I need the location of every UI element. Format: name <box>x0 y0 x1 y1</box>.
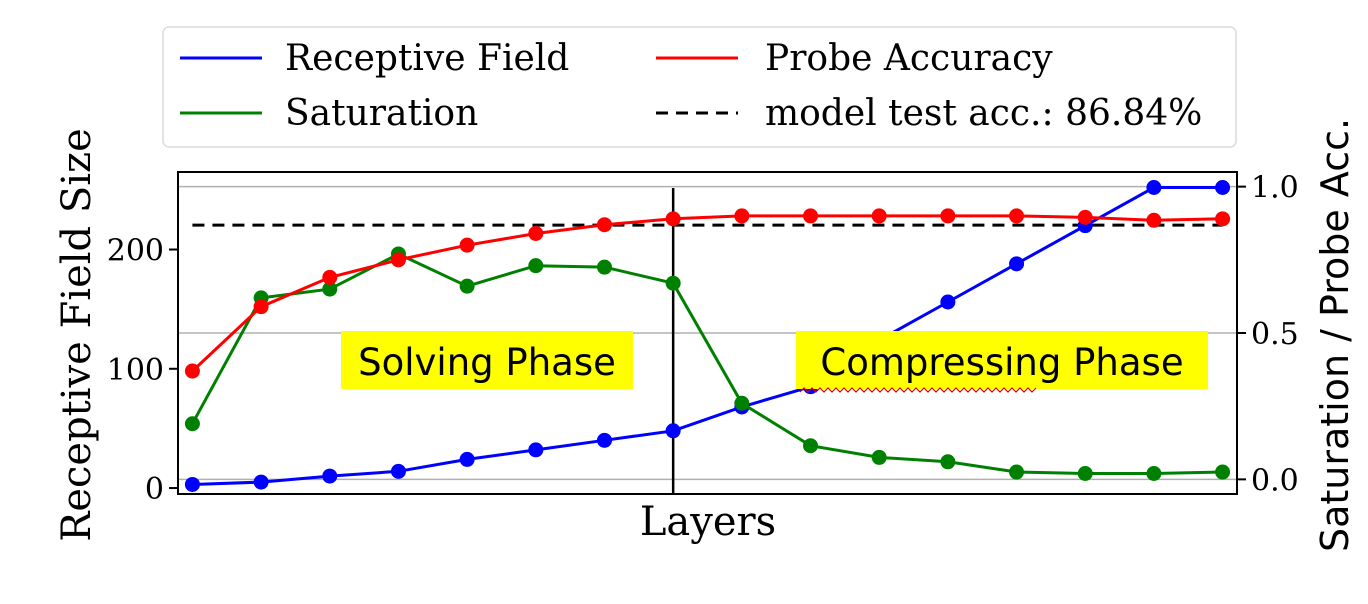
tick-label-right-1: 0.5 <box>1251 317 1299 352</box>
point-saturation-6 <box>528 258 544 274</box>
point-saturation-1 <box>184 416 200 432</box>
tick-label-left-2: 200 <box>107 234 164 269</box>
point-probe-accuracy-13 <box>1009 208 1025 224</box>
point-saturation-12 <box>940 454 956 470</box>
annotation-compressing-phase: Compressing Phase <box>796 331 1208 393</box>
legend-label-model-test-acc: model test acc.: 86.84% <box>765 93 1202 134</box>
point-probe-accuracy-7 <box>596 217 612 233</box>
point-saturation-9 <box>734 395 750 411</box>
series-line-saturation <box>191 252 1223 475</box>
annotation-solving-phase-text: Solving Phase <box>358 341 616 384</box>
point-probe-accuracy-15 <box>1146 212 1162 228</box>
point-receptive-field-7 <box>596 432 612 448</box>
point-saturation-3 <box>322 281 338 297</box>
annotation-compressing-phase-text: Compressing Phase <box>820 341 1183 384</box>
legend-label-probe-accuracy: Probe Accuracy <box>765 38 1053 79</box>
point-receptive-field-4 <box>390 463 406 479</box>
point-saturation-5 <box>459 278 475 294</box>
legend-label-receptive-field: Receptive Field <box>285 38 569 79</box>
point-probe-accuracy-16 <box>1215 211 1231 227</box>
tick-label-left-1: 100 <box>107 353 164 388</box>
point-probe-accuracy-11 <box>871 208 887 224</box>
point-receptive-field-6 <box>528 442 544 458</box>
point-probe-accuracy-4 <box>390 252 406 268</box>
point-receptive-field-5 <box>459 451 475 467</box>
legend-frame <box>162 26 1237 148</box>
tick-label-left-0: 0 <box>145 472 164 507</box>
point-receptive-field-13 <box>1009 256 1025 272</box>
point-saturation-8 <box>665 275 681 291</box>
point-receptive-field-15 <box>1146 180 1162 196</box>
point-receptive-field-1 <box>184 476 200 492</box>
point-probe-accuracy-8 <box>665 211 681 227</box>
point-saturation-14 <box>1077 466 1093 482</box>
plot-frame <box>177 171 1238 495</box>
annotation-solving-phase-highlight <box>341 331 633 389</box>
tick-label-right-2: 1.0 <box>1251 171 1299 206</box>
point-receptive-field-3 <box>322 468 338 484</box>
point-probe-accuracy-1 <box>184 363 200 379</box>
annotation-solving-phase: Solving Phase <box>341 331 633 389</box>
point-probe-accuracy-3 <box>322 269 338 285</box>
point-saturation-10 <box>803 438 819 454</box>
point-probe-accuracy-2 <box>253 299 269 315</box>
point-saturation-16 <box>1215 464 1231 480</box>
point-probe-accuracy-5 <box>459 237 475 253</box>
series-line-receptive-field <box>192 186 1223 486</box>
point-saturation-7 <box>596 259 612 275</box>
point-probe-accuracy-9 <box>734 208 750 224</box>
axis-ticks: 0.0 0.5 1.0 0 100 200 <box>107 171 1299 507</box>
y-axis-right-label: Saturation / Probe Acc. <box>1313 118 1357 552</box>
spellcheck-squiggle <box>799 387 1037 393</box>
y-axis-left-label: Receptive Field Size <box>54 128 100 542</box>
point-probe-accuracy-10 <box>803 208 819 224</box>
point-probe-accuracy-12 <box>940 208 956 224</box>
point-saturation-13 <box>1009 464 1025 480</box>
point-receptive-field-8 <box>665 423 681 439</box>
point-probe-accuracy-6 <box>528 225 544 241</box>
point-receptive-field-16 <box>1215 180 1231 196</box>
point-saturation-15 <box>1146 466 1162 482</box>
legend: Receptive Field Probe Accuracy Saturatio… <box>162 26 1237 148</box>
point-probe-accuracy-14 <box>1077 209 1093 225</box>
x-axis-label: Layers <box>640 499 776 545</box>
point-receptive-field-12 <box>940 294 956 310</box>
point-saturation-11 <box>871 449 887 465</box>
annotation-compressing-phase-highlight <box>796 331 1208 389</box>
point-receptive-field-2 <box>253 474 269 490</box>
legend-label-saturation: Saturation <box>285 93 478 134</box>
series-layer <box>184 180 1231 494</box>
tick-label-right-0: 0.0 <box>1251 463 1299 498</box>
series-line-probe-accuracy <box>191 214 1223 373</box>
